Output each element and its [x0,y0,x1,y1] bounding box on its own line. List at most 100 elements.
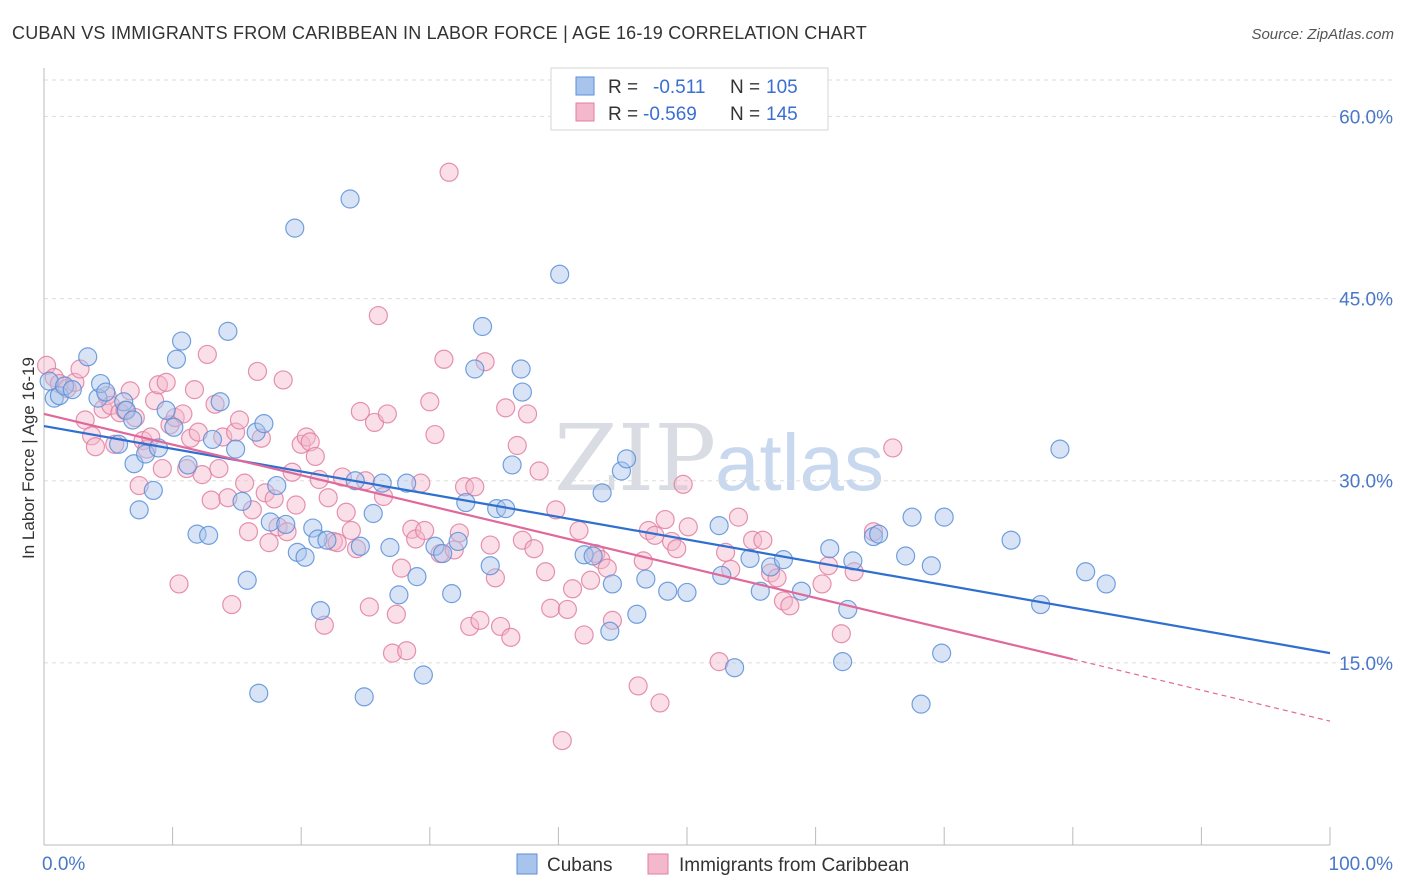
point-caribbean-37 [209,458,229,479]
trend-extension-caribbean [1072,658,1331,722]
point-caribbean-114 [580,570,601,590]
point-cubans-78 [658,581,678,601]
point-cubans-77 [636,569,656,589]
point-caribbean-109 [552,730,572,751]
point-cubans-33 [254,414,274,434]
point-cubans-72 [600,621,620,641]
point-cubans-66 [511,359,531,379]
point-cubans-73 [602,574,623,594]
point-cubans-102 [1076,562,1096,582]
point-caribbean-138 [780,596,800,616]
point-caribbean-8 [85,437,106,457]
bottom-legend: Cubans Immigrants from Caribbean [516,853,909,876]
point-caribbean-104 [524,539,544,559]
point-caribbean-126 [667,539,687,559]
point-cubans-25 [202,429,223,450]
point-caribbean-87 [434,349,454,369]
point-cubans-74 [611,461,632,481]
point-cubans-67 [512,382,532,402]
point-cubans-104 [1031,594,1051,615]
point-cubans-19 [164,417,184,437]
point-cubans-52 [397,473,417,493]
point-caribbean-49 [259,533,279,553]
legend-n-label-cubans: N = [730,77,760,98]
bottom-legend-swatch-caribbean [647,853,669,875]
point-cubans-89 [833,652,853,672]
legend-swatch-cubans [575,76,595,96]
point-caribbean-78 [391,558,412,578]
point-caribbean-83 [415,520,435,541]
point-caribbean-85 [425,424,445,445]
point-cubans-96 [911,694,931,714]
point-caribbean-77 [386,604,406,624]
point-caribbean-0 [36,355,57,375]
point-caribbean-36 [205,394,225,414]
point-cubans-79 [677,582,697,603]
point-caribbean-59 [305,446,325,467]
point-caribbean-76 [382,643,403,663]
point-cubans-50 [380,537,400,558]
series-cubans-points [39,189,1116,714]
point-caribbean-75 [377,404,397,424]
point-cubans-26 [210,392,230,412]
point-cubans-22 [178,455,198,475]
point-caribbean-101 [507,435,527,456]
point-caribbean-93 [465,477,485,497]
point-cubans-97 [921,556,941,576]
point-cubans-44 [340,189,360,209]
point-caribbean-61 [314,615,334,635]
point-cubans-46 [350,536,370,556]
point-cubans-65 [502,455,522,475]
point-cubans-98 [932,643,952,663]
point-caribbean-134 [753,530,773,550]
legend-n-label-caribbean: N = [730,104,760,125]
point-cubans-16 [143,480,163,501]
legend-n-value-cubans: 105 [766,77,798,98]
legend-swatch-caribbean [575,102,595,122]
point-caribbean-106 [535,562,556,582]
point-cubans-37 [285,218,305,238]
point-cubans-21 [172,331,192,351]
point-cubans-58 [448,531,468,552]
point-caribbean-41 [226,422,246,442]
point-cubans-18 [156,400,176,420]
point-caribbean-107 [541,598,561,618]
point-caribbean-27 [169,574,189,594]
point-caribbean-113 [574,625,594,645]
bottom-legend-swatch-cubans [516,853,538,875]
chart-source: Source: ZipAtlas.com [1251,26,1394,43]
point-cubans-88 [820,539,840,559]
point-caribbean-62 [318,488,338,508]
point-caribbean-91 [454,477,475,497]
point-cubans-48 [363,503,383,524]
axes [43,68,1331,846]
point-cubans-4 [62,380,82,400]
point-caribbean-79 [397,641,417,661]
point-cubans-12 [123,410,143,430]
legend-r-value-cubans: -0.511 [653,77,705,98]
y-axis-label: In Labor Force | Age 16-19 [19,357,38,559]
point-cubans-86 [773,550,794,570]
point-caribbean-88 [439,162,459,182]
point-cubans-39 [295,547,315,567]
legend-n-value-caribbean: 145 [766,104,798,125]
point-caribbean-35 [201,490,221,510]
point-caribbean-30 [181,428,201,448]
point-caribbean-40 [222,594,242,615]
point-caribbean-44 [238,522,259,542]
point-cubans-42 [310,601,331,621]
point-cubans-6 [88,388,108,408]
point-cubans-76 [627,604,647,624]
legend-r-value-caribbean: -0.569 [643,104,697,125]
y-tick-label-2: 45.0% [1339,290,1393,311]
point-caribbean-42 [229,410,250,430]
point-cubans-82 [724,658,745,678]
point-cubans-87 [791,581,812,601]
point-cubans-95 [902,507,922,527]
point-caribbean-34 [197,344,217,365]
point-cubans-49 [372,473,392,493]
point-caribbean-103 [517,404,538,424]
point-caribbean-141 [831,624,851,644]
point-caribbean-105 [529,461,549,481]
y-tick-label-3: 60.0% [1339,107,1393,128]
